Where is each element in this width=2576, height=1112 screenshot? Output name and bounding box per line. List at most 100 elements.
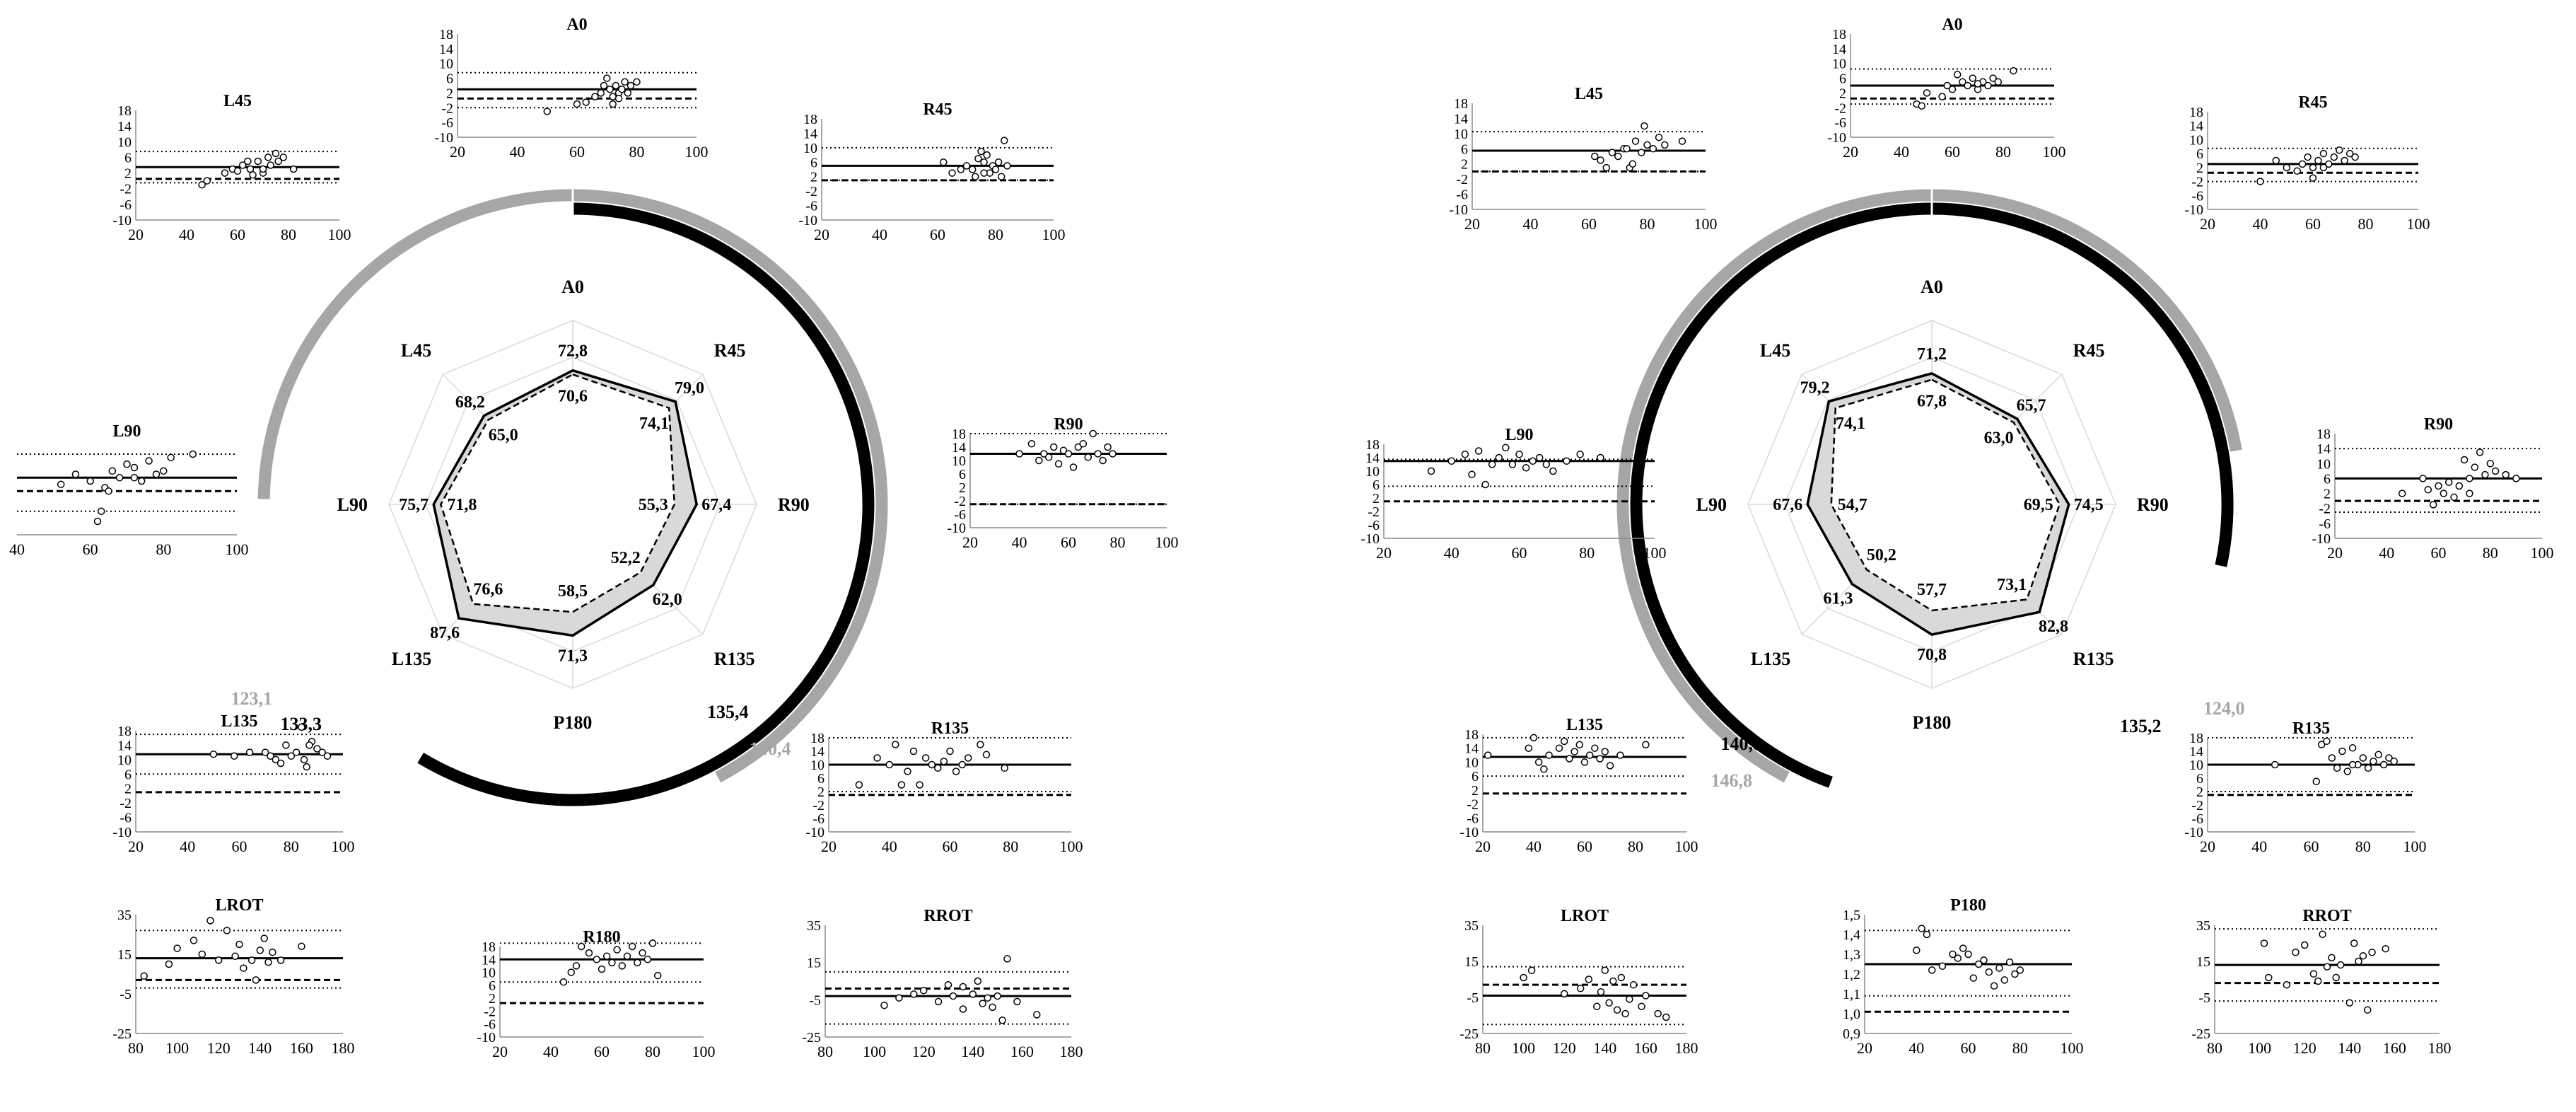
inset-x-tick-label: 40 [2379,544,2394,562]
inset-x-tick-label: 180 [332,1039,355,1057]
inset-title: R90 [1054,415,1083,434]
inset-data-point [1638,1002,1645,1011]
inset-data-point [1015,450,1023,458]
rom-arc-label: 123,1 [231,688,273,709]
radar-value-label-inner: 65,0 [489,427,518,445]
inset-data-point [977,741,984,748]
inset-data-point [2328,954,2336,962]
radar-value-label-outer: 61,3 [1824,589,1853,608]
inset-x-tick-label: 180 [2428,1039,2452,1057]
inset-x-tick-label: 60 [1061,533,1076,551]
inset-data-point [2010,66,2017,75]
inset-y-tick-label: 10 [803,141,817,156]
inset-data-point [137,477,146,485]
inset-data-point [2481,470,2489,479]
inset-data-point [1628,160,1637,168]
inset-data-point [1596,755,1604,763]
inset-title: LROT [1561,907,1609,925]
inset-data-point [1099,456,1107,465]
inset-data-point [1994,78,2003,86]
inset-data-point [1468,470,1476,479]
inset-data-point [628,942,636,951]
rom-arc-label: 140,8 [1721,734,1763,754]
inset-y-tick-label: 6 [1839,71,1846,87]
inset-data-point [1001,137,1008,144]
inset-data-point [1655,133,1663,141]
inset-x-tick-label: 140 [248,1039,272,1057]
inset-data-point [609,93,617,100]
inset-title: RROT [923,907,972,925]
inset-data-point [1626,995,1633,1003]
inset-data-point [1918,102,1926,110]
inset-data-point [190,937,198,944]
inset-data-point [1601,748,1609,755]
inset-data-point [2314,977,2322,985]
inset-data-point [1614,152,1622,161]
radar-axis-label: L45 [401,340,431,361]
inset-y-tick-label: -6 [805,199,817,214]
inset-data-point [648,939,657,947]
inset-y-tick-label: 10 [952,453,966,469]
inset-data-point [2298,160,2307,168]
inset-data-point [2466,490,2473,497]
inset-y-tick-label: -2 [805,184,817,199]
inset-x-tick-label: 100 [1155,533,1179,551]
inset-data-point [1003,955,1011,963]
inset-title: L135 [1566,716,1603,734]
inset-data-point [1948,85,1957,93]
inset-data-point [2466,475,2473,482]
inset-data-point [2265,973,2273,982]
inset-x-tick-label: 20 [492,1043,508,1060]
inset-data-point [1662,1013,1670,1021]
inset-y-tick-label: 0,9 [1843,1026,1860,1042]
inset-y-tick-label: 1,4 [1843,927,1860,943]
inset-data-point [1508,461,1517,468]
inset-data-point [1580,758,1589,766]
inset-y-tick-label: 15 [2196,954,2210,970]
inset-x-tick-label: 40 [872,226,887,243]
inset-title: A0 [566,16,587,34]
inset-data-point [639,949,646,957]
inset-data-point [1608,149,1616,156]
inset-x-tick-label: 80 [1628,838,1643,855]
inset-data-point [1447,457,1456,465]
inset-y-tick-label: 6 [959,467,966,482]
inset-data-point [949,992,957,1000]
inset-data-point [612,81,620,90]
inset-data-point [559,978,568,986]
inset-data-point [1918,925,1925,932]
inset-data-point [260,934,268,942]
radar-axis-label: A0 [1921,277,1943,297]
inset-x-tick-label: 20 [1475,838,1491,855]
inset-data-point [1484,751,1492,759]
inset-y-tick-label: 15 [1464,954,1479,970]
inset-data-point [585,949,593,957]
inset-data-point [1959,944,1967,952]
inset-x-tick-label: 100 [1060,838,1083,855]
inset-x-tick-label: 20 [128,838,144,855]
inset-data-point [105,487,112,495]
inset-x-tick-label: 100 [2061,1039,2084,1057]
inset-data-point [2348,760,2357,769]
inset-data-point [303,763,310,771]
inset-y-tick-label: 18 [482,939,496,955]
inset-data-point [1059,446,1068,455]
inset-x-tick-label: 140 [2338,1039,2361,1057]
inset-y-tick-label: 18 [439,27,453,42]
inset-data-point [909,747,918,755]
inset-data-point [115,474,124,482]
inset-data-point [160,467,168,475]
inset-data-point [1661,141,1669,149]
inset-x-tick-label: 180 [1675,1039,1698,1057]
inset-x-tick-label: 60 [83,540,98,558]
inset-x-tick-label: 40 [1012,533,1027,551]
inset-data-point [2359,754,2367,762]
inset-y-tick-label: -25 [1459,1026,1479,1042]
inset-y-tick-label: 2 [124,782,132,797]
inset-y-tick-label: -6 [441,115,453,131]
inset-data-point [2314,156,2322,165]
